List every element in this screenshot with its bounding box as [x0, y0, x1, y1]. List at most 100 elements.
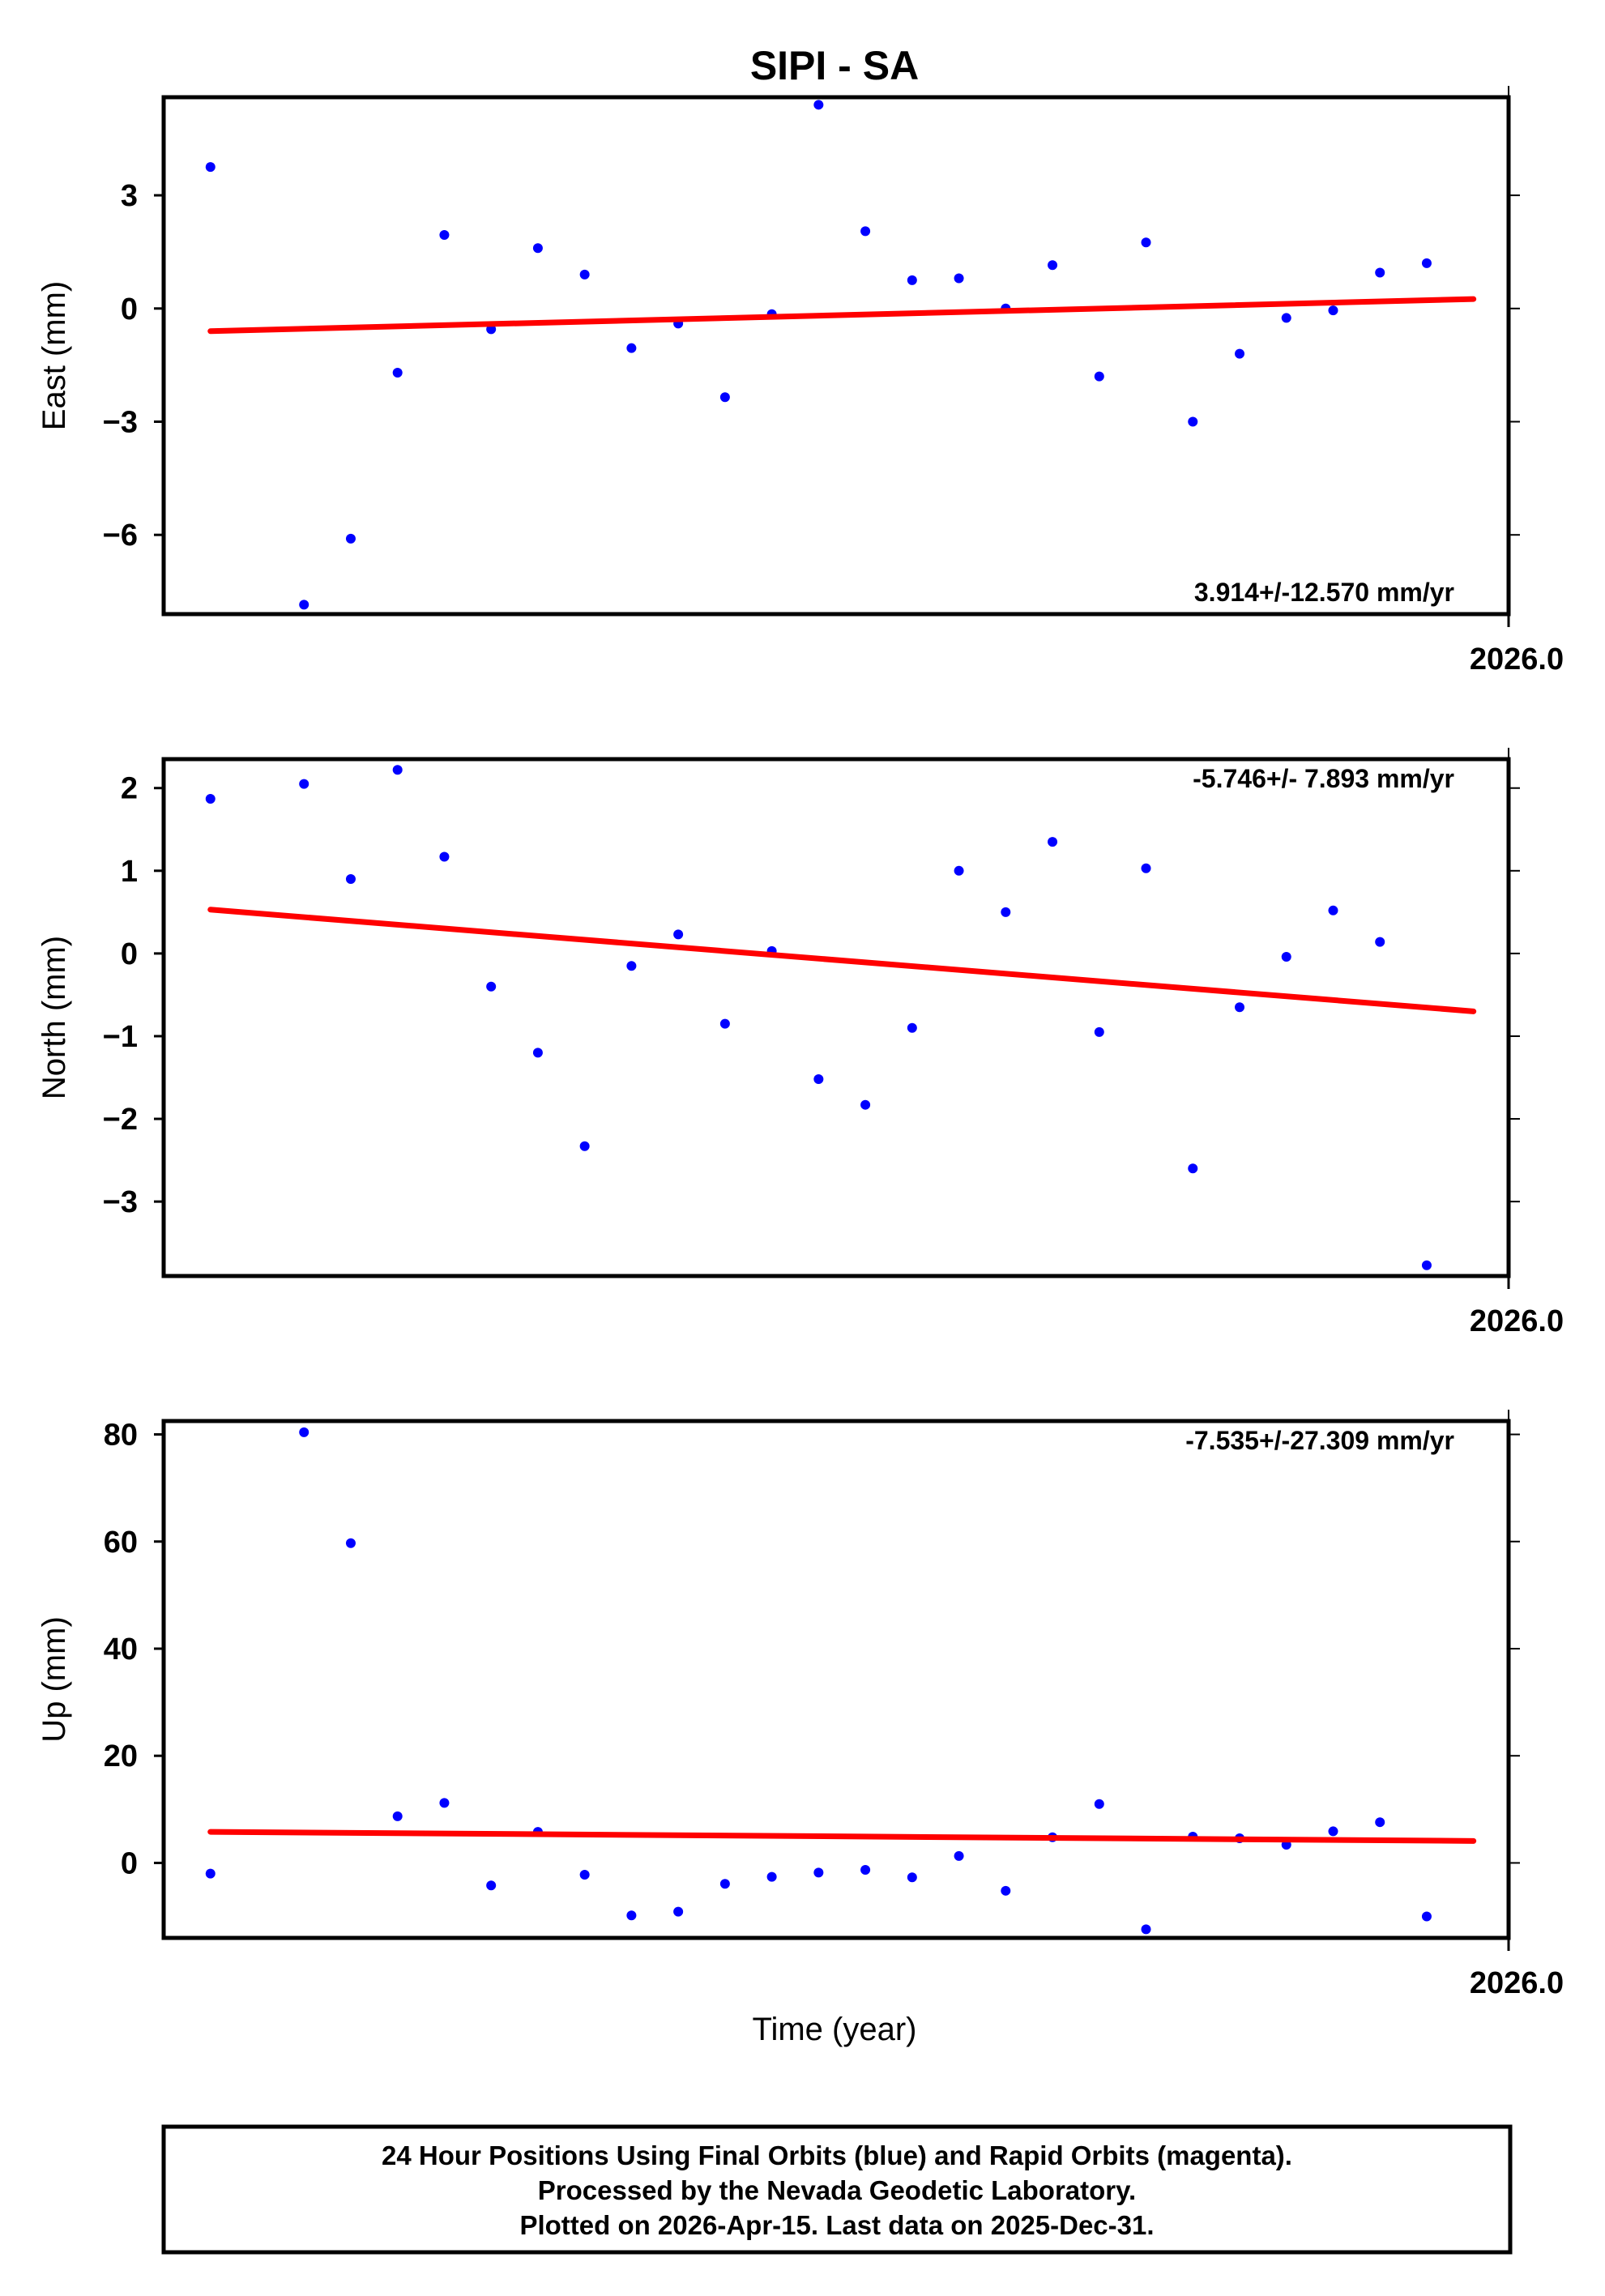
data-point — [1094, 371, 1104, 382]
data-point — [299, 779, 309, 789]
x-axis-label: Time (year) — [753, 2012, 917, 2047]
trend-line — [207, 907, 1477, 1014]
x-tick-label: 2026.0 — [1470, 1966, 1564, 2000]
data-point — [719, 1879, 730, 1889]
data-point — [954, 273, 964, 284]
data-point — [626, 343, 637, 353]
data-point — [299, 1427, 309, 1437]
east-panel: 3 0 −3 −6 2026.0 East (mm) 3.914+/-12.570 mm/y… — [36, 86, 1564, 676]
data-point — [813, 1074, 824, 1085]
data-point — [1001, 1885, 1011, 1896]
data-point — [579, 1869, 590, 1880]
data-point — [1421, 258, 1432, 268]
data-point — [1048, 837, 1058, 847]
y-tick-label: 60 — [104, 1526, 138, 1560]
data-point — [907, 1022, 917, 1033]
data-point — [1328, 905, 1338, 915]
data-point — [1281, 951, 1291, 962]
footer-box — [161, 2124, 1513, 2255]
data-point — [1141, 1924, 1151, 1935]
data-point — [626, 961, 637, 971]
y-axis-label: North (mm) — [36, 936, 72, 1099]
data-point — [860, 1099, 871, 1110]
data-point — [1375, 937, 1385, 947]
data-point — [813, 100, 824, 110]
data-point — [1421, 1260, 1432, 1270]
data-point — [392, 765, 403, 775]
data-point — [766, 1871, 777, 1882]
data-point — [439, 229, 450, 240]
data-point — [1048, 260, 1058, 271]
rate-label: -5.746+/- 7.893 mm/yr — [1193, 764, 1454, 793]
data-point — [345, 874, 356, 885]
data-point — [1094, 1026, 1104, 1037]
y-tick-label: 20 — [104, 1739, 138, 1773]
data-point — [532, 243, 543, 254]
y-tick-label: 1 — [121, 855, 138, 889]
data-point — [1188, 416, 1198, 427]
data-point — [579, 1141, 590, 1151]
data-point — [345, 533, 356, 544]
data-point — [673, 929, 684, 940]
y-tick-label: 0 — [121, 1846, 138, 1880]
footer-line-2: Processed by the Nevada Geodetic Laborat… — [538, 2175, 1136, 2205]
trend-line — [207, 296, 1477, 335]
data-point — [1421, 1911, 1432, 1922]
data-point — [860, 226, 871, 237]
y-tick-label: 80 — [104, 1419, 138, 1453]
data-point — [1281, 313, 1291, 323]
y-tick-label: 40 — [104, 1632, 138, 1667]
data-point — [486, 981, 497, 992]
data-point — [1141, 863, 1151, 873]
x-tick-label: 2026.0 — [1470, 642, 1564, 676]
y-tick-label: −1 — [103, 1020, 138, 1054]
data-point — [439, 1798, 450, 1808]
data-point — [1001, 907, 1011, 917]
rate-label: 3.914+/-12.570 mm/yr — [1194, 578, 1454, 607]
trend-line — [207, 1829, 1477, 1844]
plot-frame — [161, 95, 1511, 617]
data-point — [1141, 237, 1151, 248]
data-point — [719, 1018, 730, 1029]
chart-title: SIPI - SA — [750, 43, 919, 88]
data-point — [299, 600, 309, 610]
data-point — [579, 269, 590, 280]
data-point — [486, 1880, 497, 1891]
data-point — [860, 1865, 871, 1876]
data-point — [392, 1811, 403, 1821]
data-point — [1094, 1799, 1104, 1809]
data-point — [813, 1867, 824, 1878]
north-panel: 2 1 0 −1 −2 −3 2026.0 North (mm) -5.746+/- 7.893… — [36, 748, 1564, 1338]
y-tick-label: 0 — [121, 292, 138, 326]
y-tick-label: −2 — [103, 1103, 138, 1137]
rate-label: -7.535+/-27.309 mm/yr — [1185, 1426, 1454, 1455]
data-point — [439, 851, 450, 862]
footer-line-3: Plotted on 2026-Apr-15. Last data on 202… — [519, 2210, 1154, 2240]
data-point — [205, 1868, 216, 1879]
data-point — [1328, 1826, 1338, 1837]
y-tick-label: −6 — [103, 519, 138, 553]
y-tick-label: 2 — [121, 772, 138, 806]
data-point — [1235, 1002, 1244, 1013]
y-tick-label: −3 — [103, 405, 138, 439]
data-point — [532, 1048, 543, 1058]
data-point — [1188, 1163, 1198, 1174]
data-point — [205, 793, 216, 804]
data-point — [907, 1872, 917, 1883]
plot-frame — [161, 757, 1511, 1278]
data-point — [954, 1850, 964, 1861]
y-axis-label: East (mm) — [36, 281, 72, 430]
data-point — [1235, 348, 1244, 359]
plot-frame — [161, 1419, 1511, 1940]
data-point — [1375, 267, 1385, 278]
data-point — [719, 392, 730, 403]
data-point — [392, 367, 403, 378]
y-tick-label: 0 — [121, 937, 138, 971]
data-point — [345, 1538, 356, 1548]
y-tick-label: 3 — [121, 179, 138, 213]
data-point — [626, 1910, 637, 1921]
x-tick-label: 2026.0 — [1470, 1304, 1564, 1338]
data-point — [1375, 1817, 1385, 1828]
footer-line-1: 24 Hour Positions Using Final Orbits (bl… — [382, 2140, 1292, 2170]
